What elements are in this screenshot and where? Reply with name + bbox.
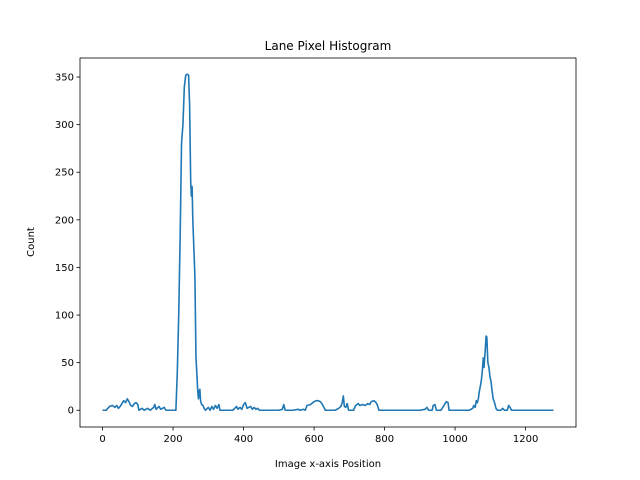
plot-frame bbox=[79, 57, 577, 428]
y-axis-label: Count bbox=[26, 227, 37, 257]
x-axis: 0 200 400 600 800 1000 1200 bbox=[99, 427, 538, 445]
y-tick-label: 150 bbox=[55, 263, 74, 274]
y-tick-label: 250 bbox=[55, 168, 74, 179]
x-tick-label: 200 bbox=[164, 434, 183, 445]
y-tick-label: 50 bbox=[61, 358, 74, 369]
x-tick-label: 1000 bbox=[442, 434, 467, 445]
y-tick-label: 200 bbox=[55, 215, 74, 226]
x-tick-label: 800 bbox=[375, 434, 394, 445]
plot-background bbox=[80, 58, 576, 427]
x-tick-label: 1200 bbox=[513, 434, 538, 445]
y-tick-label: 100 bbox=[55, 311, 74, 322]
chart-title: Lane Pixel Histogram bbox=[265, 39, 392, 53]
y-tick-label: 350 bbox=[55, 73, 74, 84]
x-tick-label: 600 bbox=[305, 434, 324, 445]
y-tick-label: 0 bbox=[68, 406, 74, 417]
x-tick-label: 400 bbox=[234, 434, 253, 445]
y-tick-label: 300 bbox=[55, 120, 74, 131]
x-tick-label: 0 bbox=[99, 434, 105, 445]
y-axis: 0 50 100 150 200 250 300 350 bbox=[55, 73, 80, 417]
series-line-0 bbox=[102, 73, 554, 412]
plot-area bbox=[79, 57, 577, 428]
x-axis-label: Image x-axis Position bbox=[275, 459, 381, 470]
